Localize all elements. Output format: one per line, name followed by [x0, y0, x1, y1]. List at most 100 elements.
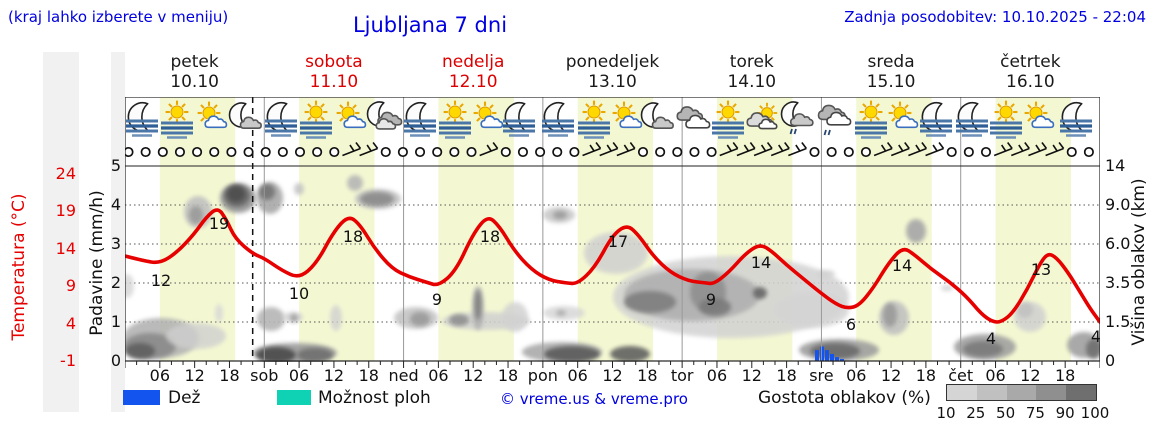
x-axis-label: 06	[707, 366, 727, 385]
day-header-četrtek: četrtek 16.10	[961, 52, 1100, 92]
x-axis-label: 06	[846, 366, 866, 385]
x-axis-label: 12	[463, 366, 483, 385]
weather-clouds-drizzle-icon	[817, 104, 852, 136]
day-name: nedelja	[442, 52, 505, 72]
temp-point-label: 17	[608, 232, 628, 251]
x-axis-label: čet	[948, 366, 973, 385]
cloud-blob	[817, 270, 835, 278]
weather-sun-fog-icon	[712, 100, 744, 139]
day-name: ponedeljek	[565, 52, 660, 72]
cloud-blob	[259, 184, 275, 200]
cloud-blob	[553, 211, 567, 219]
wind-calm-icon	[174, 146, 185, 158]
wind-barb-icon	[1045, 142, 1065, 157]
weather-sun-fog-icon	[855, 100, 887, 139]
day-name: sreda	[867, 52, 915, 72]
wind-calm-icon	[980, 146, 992, 158]
weather-clouds-icon	[676, 106, 711, 129]
weather-sun-cloud-icon	[1024, 101, 1055, 129]
cloud-blob	[610, 346, 650, 362]
weather-moon-fog-icon	[542, 101, 574, 137]
day-header-sobota: sobota 11.10	[264, 52, 403, 92]
day-date: 11.10	[309, 72, 359, 92]
temp-point-label: 14	[751, 253, 771, 272]
showers-legend-swatch	[277, 390, 311, 405]
x-axis-label: 18	[498, 366, 518, 385]
precip-tick: 4	[110, 195, 121, 214]
rain-bar	[840, 359, 844, 361]
cloud-scale-number: 90	[1055, 404, 1075, 422]
weather-sun-cloud-icon	[612, 101, 643, 129]
temp-tick: 4	[65, 313, 76, 333]
wind-calm-icon	[946, 146, 957, 158]
cloud-density-label: Gostota oblakov (%)	[758, 388, 931, 408]
cloud-height-tick: 1.5	[1105, 312, 1131, 331]
weather-moon-fog-icon	[126, 101, 158, 137]
weather-sun-cloud-icon	[473, 101, 504, 129]
x-axis-label: 18	[359, 366, 379, 385]
cloud-scale-cell	[1066, 385, 1096, 400]
precip-tick: 0	[110, 351, 121, 370]
day-date: 14.10	[727, 72, 777, 92]
x-axis-label: 18	[1055, 366, 1075, 385]
weather-sun-cloud2-icon	[746, 102, 778, 130]
wind-calm-icon	[689, 146, 700, 158]
cloud-height-tick: 14	[1105, 156, 1126, 175]
cloud-scale-cell	[1006, 385, 1037, 400]
cloud-density-scale	[946, 384, 1097, 401]
x-axis-label: 12	[602, 366, 622, 385]
temp-point-label: 6	[846, 315, 856, 334]
wind-barb-icon	[753, 142, 773, 157]
wind-calm-icon	[637, 146, 649, 158]
menu-hint: (kraj lahko izberete v meniju)	[8, 8, 229, 26]
cloud-blob	[906, 219, 926, 243]
temp-tick: 24	[55, 163, 76, 183]
day-name: sobota	[305, 52, 363, 72]
x-axis-label: sob	[250, 366, 278, 385]
wind-barb-icon	[788, 142, 807, 157]
wind-calm-icon	[809, 146, 820, 158]
weather-sun-fog-icon	[990, 100, 1022, 139]
cloud-blob	[257, 307, 285, 331]
temp-point-label: 12	[151, 271, 171, 290]
temp-point-label: 19	[209, 214, 229, 233]
weather-moon-fog-icon	[920, 101, 952, 137]
temp-point-label: 9	[706, 290, 716, 309]
weather-moon-cloud-icon	[640, 102, 674, 129]
cloud-blob	[624, 291, 676, 313]
weather-sun-cloud-icon	[888, 101, 919, 129]
wind-barb-icon	[908, 142, 928, 157]
temp-tick: -1	[60, 351, 76, 370]
wind-barb-icon	[359, 142, 379, 157]
wind-barb-icon	[993, 142, 1013, 157]
wind-calm-icon	[243, 146, 254, 158]
rain-bar	[815, 350, 819, 361]
x-axis-label: 12	[742, 366, 762, 385]
weather-moon-fog-icon	[265, 101, 297, 137]
wind-calm-icon	[432, 146, 443, 158]
wind-calm-icon	[329, 146, 340, 158]
copyright-link[interactable]: © vreme.us & vreme.pro	[500, 390, 688, 408]
precip-tick: 3	[110, 234, 121, 253]
weather-moon-cloud-drizzle-icon	[780, 101, 814, 135]
temperature-axis-label: Temperatura (°C)	[9, 193, 29, 341]
wind-barb-icon	[1011, 142, 1030, 157]
rain-bar	[835, 357, 839, 361]
wind-row	[125, 142, 1094, 158]
rain-legend-swatch	[123, 390, 160, 405]
weather-sun-fog-icon	[578, 100, 610, 139]
wind-calm-icon	[500, 146, 511, 158]
wind-calm-icon	[466, 146, 477, 158]
wind-calm-icon	[209, 146, 220, 158]
wind-barb-icon	[479, 142, 499, 157]
weather-moon-cloud-icon	[228, 102, 262, 129]
weather-moon-fog-icon	[1060, 101, 1092, 137]
x-axis-label: 12	[324, 366, 344, 385]
showers-legend-label: Možnost ploh	[318, 388, 431, 408]
day-header-ponedeljek: ponedeljek 13.10	[543, 52, 682, 92]
day-date: 16.10	[1006, 72, 1055, 92]
temp-tick: 9	[65, 276, 76, 295]
cloud-scale-number: 50	[996, 404, 1016, 422]
x-axis-label: pon	[528, 366, 558, 385]
